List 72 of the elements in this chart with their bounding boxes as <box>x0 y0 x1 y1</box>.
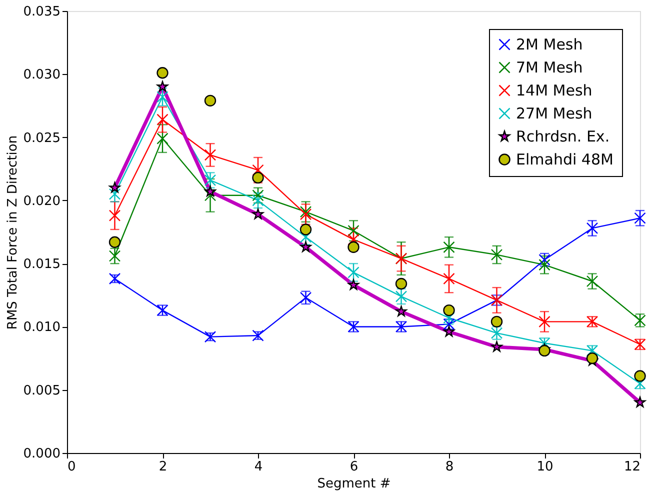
point <box>156 67 168 79</box>
y-axis-title: RMS Total Force in Z Direction <box>5 135 20 330</box>
y-tick-label: 0.030 <box>23 68 60 83</box>
point <box>586 222 598 234</box>
y-tick-label: 0.010 <box>23 320 60 336</box>
point <box>156 91 168 103</box>
y-tick-label: 0.020 <box>23 194 60 209</box>
point <box>300 224 312 236</box>
y-tick-label: 0.015 <box>23 257 60 272</box>
point <box>300 241 312 252</box>
point <box>204 186 216 196</box>
x-tick-label: 6 <box>350 460 358 474</box>
point <box>634 370 646 382</box>
point <box>443 326 455 337</box>
point <box>490 248 503 261</box>
point <box>300 208 312 220</box>
point <box>108 188 121 200</box>
point <box>538 344 550 357</box>
point <box>108 250 121 262</box>
point <box>156 114 168 126</box>
y-tick-label: 0.005 <box>23 383 60 398</box>
legend-label: Rchrdsn. Ex. <box>516 128 610 146</box>
x-tick-label: 10 <box>536 460 554 474</box>
point <box>395 290 408 302</box>
point <box>490 316 503 328</box>
legend-label: 27M Mesh <box>516 104 592 122</box>
point <box>156 132 168 144</box>
point <box>348 234 360 246</box>
point <box>348 266 360 278</box>
x-tick-label: 2 <box>158 460 168 474</box>
point <box>538 316 550 328</box>
point <box>634 396 646 408</box>
x-axis-title: Segment # <box>317 476 391 492</box>
point <box>108 210 121 222</box>
point <box>348 224 360 237</box>
legend-label: Elmahdi 48M <box>516 150 614 168</box>
point <box>204 94 216 106</box>
point <box>156 80 168 92</box>
point <box>634 212 646 224</box>
point <box>348 279 360 290</box>
x-tick-label: 4 <box>254 460 263 474</box>
y-tick-label: 0.025 <box>23 130 60 146</box>
point <box>300 231 312 243</box>
x-tick-label: 8 <box>445 460 454 474</box>
point <box>443 241 455 253</box>
point <box>108 236 121 248</box>
point <box>491 341 502 352</box>
legend-label: 14M Mesh <box>516 82 592 100</box>
legend-label: 2M Mesh <box>516 36 583 54</box>
x-tick-label: 12 <box>624 460 640 474</box>
point <box>252 164 264 176</box>
point <box>204 174 216 186</box>
legend-label: 7M Mesh <box>516 58 583 76</box>
point <box>538 258 550 271</box>
point <box>252 190 264 202</box>
point <box>443 272 455 285</box>
point <box>586 275 598 288</box>
point <box>252 194 264 206</box>
point <box>348 241 360 253</box>
point <box>396 306 407 316</box>
x-tick-label: 0 <box>68 460 76 474</box>
y-tick-label: 0.035 <box>23 4 60 20</box>
point <box>395 278 408 290</box>
point <box>586 352 598 364</box>
point <box>204 190 216 202</box>
point <box>300 206 312 218</box>
point <box>252 208 264 220</box>
y-tick-label: 0.000 <box>23 446 60 462</box>
point <box>109 182 120 193</box>
point <box>204 149 216 161</box>
point <box>252 172 264 184</box>
point <box>443 304 455 316</box>
